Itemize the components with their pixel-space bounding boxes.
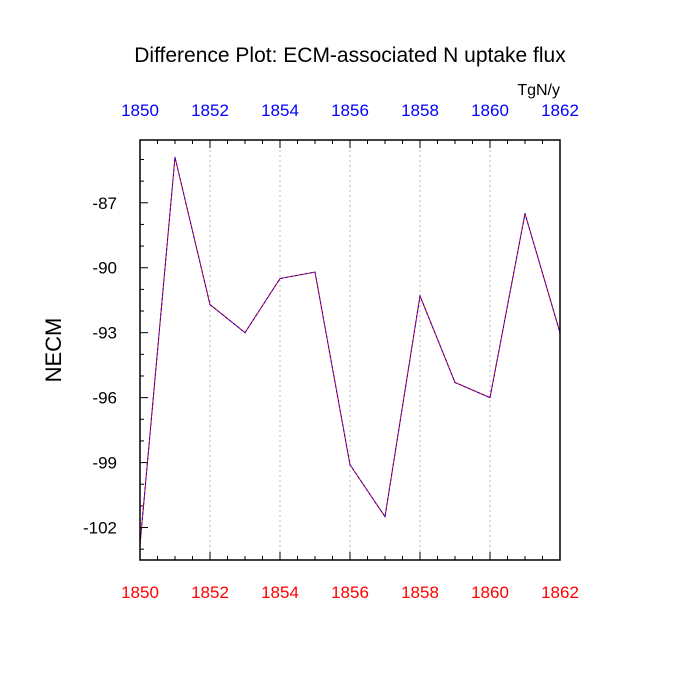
x-tick-label-top-1850: 1850 bbox=[121, 101, 159, 120]
x-tick-label-top-1854: 1854 bbox=[261, 101, 299, 120]
y-tick-label--96: -96 bbox=[92, 389, 117, 408]
data-point-1855 bbox=[314, 271, 316, 273]
y-tick-label--87: -87 bbox=[92, 194, 117, 213]
units-label: TgN/y bbox=[517, 82, 560, 99]
tick-labels: 1850 1850 1852 1852 1854 1854 1856 1856 1858 1858… bbox=[83, 101, 579, 602]
series-layer bbox=[139, 156, 561, 546]
data-point-1857 bbox=[384, 516, 386, 518]
y-tick-label--90: -90 bbox=[92, 259, 117, 278]
y-tick-label--93: -93 bbox=[92, 324, 117, 343]
x-tick-label-top-1858: 1858 bbox=[401, 101, 439, 120]
x-tick-label-bottom-1854: 1854 bbox=[261, 583, 299, 602]
x-tick-label-top-1856: 1856 bbox=[331, 101, 369, 120]
x-tick-label-bottom-1852: 1852 bbox=[191, 583, 229, 602]
x-tick-label-top-1852: 1852 bbox=[191, 101, 229, 120]
x-tick-label-bottom-1860: 1860 bbox=[471, 583, 509, 602]
data-point-1852 bbox=[209, 303, 211, 306]
data-point-1861 bbox=[524, 213, 526, 215]
data-point-1860 bbox=[489, 397, 491, 399]
data-point-1859 bbox=[454, 381, 456, 384]
x-tick-label-top-1860: 1860 bbox=[471, 101, 509, 120]
x-tick-label-bottom-1850: 1850 bbox=[121, 583, 159, 602]
plot-frame bbox=[139, 139, 561, 561]
grid-lines bbox=[209, 140, 491, 560]
x-tick-label-top-1862: 1862 bbox=[541, 101, 579, 120]
data-point-1854 bbox=[279, 277, 281, 280]
y-axis-label: NECM bbox=[41, 318, 66, 383]
x-tick-label-bottom-1862: 1862 bbox=[541, 583, 579, 602]
chart-title: Difference Plot: ECM-associated N uptake… bbox=[134, 44, 566, 67]
y-tick-label--102: -102 bbox=[83, 519, 117, 538]
y-tick-label--99: -99 bbox=[92, 454, 117, 473]
x-tick-label-bottom-1856: 1856 bbox=[331, 583, 369, 602]
data-point-1853 bbox=[244, 332, 246, 334]
data-point-1856 bbox=[349, 464, 351, 466]
x-tick-label-bottom-1858: 1858 bbox=[401, 583, 439, 602]
data-point-1858 bbox=[419, 295, 421, 297]
data-point-1851 bbox=[174, 156, 176, 158]
